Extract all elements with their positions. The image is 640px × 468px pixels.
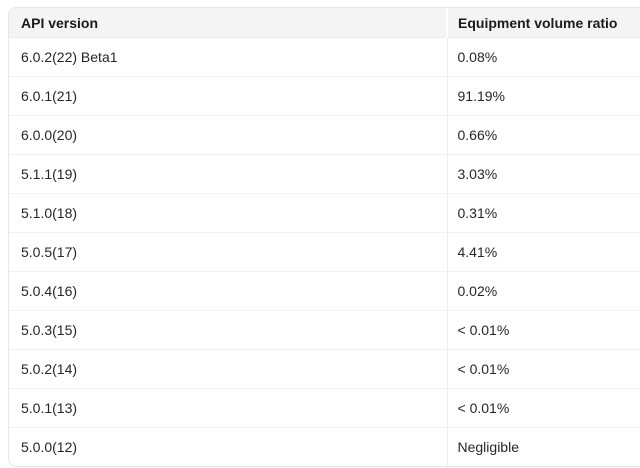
api-version-cell: 6.0.0(20) — [9, 115, 447, 155]
api-version-cell: 5.0.0(12) — [9, 427, 447, 466]
api-version-cell: 5.0.3(15) — [9, 310, 447, 350]
ratio-cell: < 0.01% — [446, 310, 640, 350]
table-row: 6.0.2(22) Beta1 0.08% — [9, 37, 640, 77]
table-row: 6.0.1(21) 91.19% — [9, 76, 640, 116]
table-row: 5.0.2(14) < 0.01% — [9, 349, 640, 389]
table-body: 6.0.2(22) Beta1 0.08% 6.0.1(21) 91.19% 6… — [9, 37, 640, 466]
ratio-cell: 0.31% — [446, 193, 640, 233]
table-row: 5.0.4(16) 0.02% — [9, 271, 640, 311]
table-row: 5.1.1(19) 3.03% — [9, 154, 640, 194]
api-version-cell: 5.0.5(17) — [9, 232, 447, 272]
table-row: 5.0.1(13) < 0.01% — [9, 388, 640, 428]
table-header: API version Equipment volume ratio — [9, 8, 640, 38]
ratio-cell: 4.41% — [446, 232, 640, 272]
table-row: 5.0.5(17) 4.41% — [9, 232, 640, 272]
api-version-cell: 5.1.1(19) — [9, 154, 447, 194]
ratio-cell: < 0.01% — [446, 349, 640, 389]
api-version-cell: 5.0.4(16) — [9, 271, 447, 311]
ratio-cell: 0.02% — [446, 271, 640, 311]
api-version-table-card: API version Equipment volume ratio 6.0.2… — [8, 7, 640, 467]
ratio-cell: 3.03% — [446, 154, 640, 194]
ratio-cell: 91.19% — [446, 76, 640, 116]
header-row: API version Equipment volume ratio — [9, 8, 640, 38]
ratio-cell: < 0.01% — [446, 388, 640, 428]
api-version-table: API version Equipment volume ratio 6.0.2… — [9, 8, 640, 466]
ratio-cell: Negligible — [446, 427, 640, 466]
table-row: 5.0.3(15) < 0.01% — [9, 310, 640, 350]
table-row: 5.1.0(18) 0.31% — [9, 193, 640, 233]
column-header-equipment-volume-ratio: Equipment volume ratio — [446, 8, 640, 38]
api-version-cell: 5.0.2(14) — [9, 349, 447, 389]
api-version-cell: 6.0.2(22) Beta1 — [9, 37, 447, 77]
api-version-cell: 5.0.1(13) — [9, 388, 447, 428]
table-row: 6.0.0(20) 0.66% — [9, 115, 640, 155]
ratio-cell: 0.08% — [446, 37, 640, 77]
ratio-cell: 0.66% — [446, 115, 640, 155]
column-header-api-version: API version — [9, 8, 447, 38]
api-version-cell: 5.1.0(18) — [9, 193, 447, 233]
table-row: 5.0.0(12) Negligible — [9, 427, 640, 466]
api-version-cell: 6.0.1(21) — [9, 76, 447, 116]
